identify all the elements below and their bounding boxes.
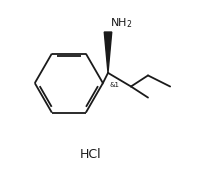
Text: HCl: HCl [80,148,102,161]
Text: NH$_2$: NH$_2$ [110,16,132,30]
Polygon shape [104,32,112,73]
Text: &1: &1 [109,82,119,88]
